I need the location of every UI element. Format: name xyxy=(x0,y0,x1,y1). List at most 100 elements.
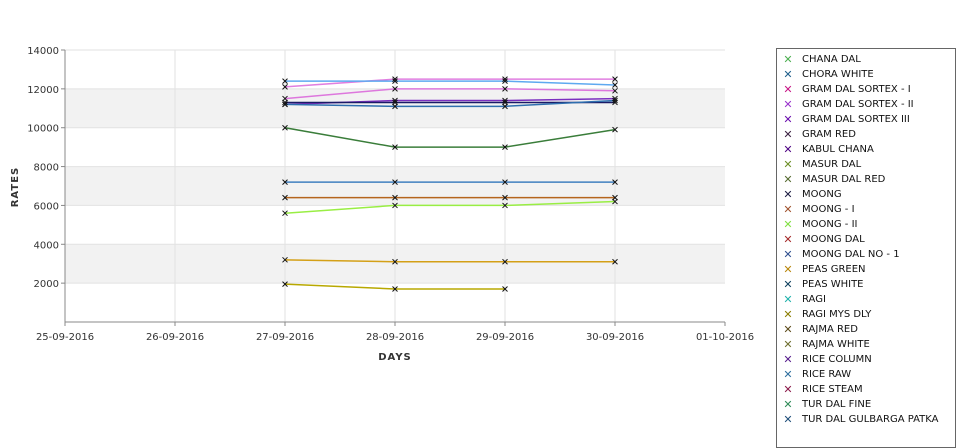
legend-item: ✕ RICE STEAM xyxy=(777,382,863,397)
data-point xyxy=(612,179,618,185)
data-point xyxy=(612,126,618,133)
legend-label: GRAM DAL SORTEX - II xyxy=(802,99,914,110)
line-chart: 25-09-2016 26-09-2016 27-09-2016 28-09-2016… xyxy=(10,46,754,363)
legend-item: ✕ GRAM RED xyxy=(777,127,856,142)
legend-marker-icon: ✕ xyxy=(783,367,793,381)
data-point xyxy=(282,210,288,217)
legend-item: ✕ GRAM DAL SORTEX - I xyxy=(777,82,910,97)
legend-item: ✕ RAJMA WHITE xyxy=(777,337,870,352)
y-tick-label: 4000 xyxy=(34,240,59,251)
data-point xyxy=(392,86,398,92)
legend-label: MOONG - I xyxy=(802,204,855,215)
data-point xyxy=(502,286,508,292)
legend-label: CHORA WHITE xyxy=(802,69,874,80)
series-line xyxy=(284,78,615,88)
legend-label: RAJMA RED xyxy=(802,324,858,335)
axes xyxy=(61,49,726,326)
y-tick-label: 2000 xyxy=(34,279,59,290)
data-point xyxy=(392,76,398,82)
legend-item: ✕ RAGI MYS DLY xyxy=(777,307,871,322)
legend-label: MOONG - II xyxy=(802,219,858,230)
legend-label: RAJMA WHITE xyxy=(802,339,870,350)
legend-item: ✕ TUR DAL FINE xyxy=(777,397,871,412)
data-point xyxy=(612,258,618,265)
legend-label: MOONG DAL xyxy=(802,234,865,245)
legend-item: ✕ RICE RAW xyxy=(777,367,851,382)
legend-label: RICE STEAM xyxy=(802,384,863,395)
series-line xyxy=(285,80,616,86)
series-lines xyxy=(284,78,616,290)
legend-marker-icon: ✕ xyxy=(783,307,793,321)
legend-marker-icon: ✕ xyxy=(783,202,793,216)
data-point xyxy=(392,194,398,201)
data-point xyxy=(502,76,508,82)
legend-marker-icon: ✕ xyxy=(783,52,793,66)
legend-label: TUR DAL GULBARGA PATKA xyxy=(802,414,939,425)
legend-item: ✕ CHORA WHITE xyxy=(777,67,874,82)
legend-marker-icon: ✕ xyxy=(783,217,793,231)
legend-marker-icon: ✕ xyxy=(783,412,793,426)
legend-item: ✕ RAGI xyxy=(777,292,826,307)
data-point xyxy=(392,179,398,185)
legend-item: ✕ CHANA DAL xyxy=(777,52,860,67)
series-line xyxy=(284,200,616,214)
legend-item: ✕ MASUR DAL RED xyxy=(777,172,885,187)
data-point xyxy=(282,256,288,263)
legend-item: ✕ MOONG DAL xyxy=(777,232,865,247)
legend-label: TUR DAL FINE xyxy=(802,399,872,410)
legend-label: RICE RAW xyxy=(802,369,852,380)
legend-label: PEAS GREEN xyxy=(802,264,866,275)
series-line xyxy=(284,126,616,148)
data-point xyxy=(612,99,618,106)
data-point xyxy=(392,286,398,292)
y-tick-label: 6000 xyxy=(34,201,59,212)
legend-item: ✕ MOONG DAL NO - 1 xyxy=(777,247,900,262)
legend-item: ✕ KABUL CHANA xyxy=(777,142,873,157)
legend-marker-icon: ✕ xyxy=(783,382,793,396)
data-point xyxy=(612,97,618,104)
x-tick-label: 26-09-2016 xyxy=(146,332,204,343)
legend-marker-icon: ✕ xyxy=(783,292,793,306)
y-tick-labels: 2000 4000 6000 8000 10000 12000 14000 xyxy=(27,46,59,290)
legend-marker-icon: ✕ xyxy=(783,352,793,366)
legend-marker-icon: ✕ xyxy=(783,247,793,261)
data-point xyxy=(502,258,508,265)
x-tick-label: 30-09-2016 xyxy=(586,332,644,343)
y-axis-title: RATES xyxy=(10,167,21,208)
data-point xyxy=(282,194,288,201)
data-point xyxy=(502,194,508,201)
legend-marker-icon: ✕ xyxy=(783,97,793,111)
legend-label: MOONG DAL NO - 1 xyxy=(802,249,900,260)
legend-marker-icon: ✕ xyxy=(783,337,793,351)
data-point xyxy=(392,202,398,209)
legend-marker-icon: ✕ xyxy=(783,187,793,201)
data-point xyxy=(282,179,288,185)
data-point xyxy=(502,179,508,185)
legend-item: ✕ RAJMA RED xyxy=(777,322,858,337)
legend-marker-icon: ✕ xyxy=(783,262,793,276)
legend-item: ✕ MASUR DAL xyxy=(777,157,861,172)
legend-label: MASUR DAL RED xyxy=(802,174,886,185)
legend-label: GRAM DAL SORTEX III xyxy=(802,114,910,125)
data-point xyxy=(502,202,508,209)
data-point xyxy=(612,198,618,205)
data-point xyxy=(282,84,288,90)
data-point xyxy=(502,86,508,92)
legend-marker-icon: ✕ xyxy=(783,142,793,156)
legend-label: RICE COLUMN xyxy=(802,354,872,365)
series-line xyxy=(284,88,616,100)
legend-item: ✕ TUR DAL GULBARGA PATKA xyxy=(777,412,939,427)
legend-item: ✕ MOONG xyxy=(777,187,841,202)
data-point xyxy=(612,76,618,82)
series-points xyxy=(282,76,618,292)
data-point xyxy=(502,78,508,84)
y-tick-label: 10000 xyxy=(27,124,59,135)
legend-marker-icon: ✕ xyxy=(783,157,793,171)
data-point xyxy=(502,144,508,150)
legend-item: ✕ PEAS WHITE xyxy=(777,277,863,292)
y-tick-label: 12000 xyxy=(27,85,59,96)
legend-label: RAGI xyxy=(802,294,826,305)
x-tick-labels: 25-09-2016 26-09-2016 27-09-2016 28-09-2016… xyxy=(36,332,754,343)
data-point xyxy=(392,103,398,110)
data-point xyxy=(392,97,398,104)
